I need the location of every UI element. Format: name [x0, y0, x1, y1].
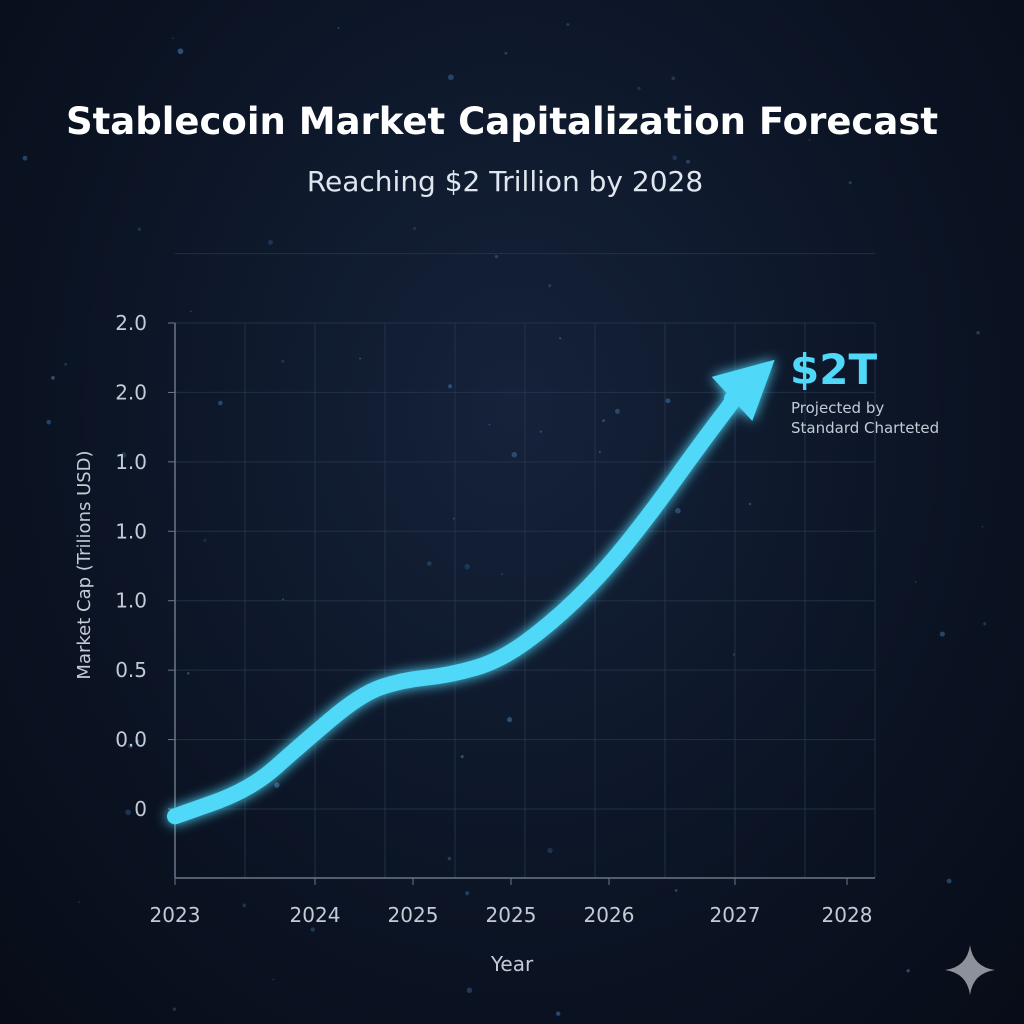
y-tick-label: 0.0 [115, 728, 147, 752]
star [46, 419, 52, 425]
x-tick-label: 2025 [486, 903, 537, 927]
star [504, 51, 508, 55]
star [135, 739, 140, 744]
star [555, 1011, 561, 1016]
star [566, 23, 570, 27]
star [448, 384, 453, 389]
y-tick-label: 2.0 [115, 380, 147, 404]
star [674, 889, 678, 892]
x-tick-label: 2028 [822, 903, 873, 927]
star [137, 227, 142, 232]
star [598, 450, 601, 453]
star [447, 856, 452, 861]
x-tick-label: 2026 [584, 903, 635, 927]
star [51, 376, 55, 380]
star [559, 337, 562, 340]
star [614, 408, 620, 414]
star [281, 359, 285, 363]
star [808, 138, 811, 142]
y-tick-label: 1.0 [115, 519, 147, 543]
star [281, 598, 285, 601]
star [637, 86, 641, 91]
y-tick-label: 0 [134, 797, 147, 821]
star [127, 743, 133, 749]
star [548, 284, 552, 288]
star [507, 717, 513, 723]
star [427, 561, 432, 566]
x-axis-label: Year [490, 952, 534, 976]
star [686, 159, 691, 164]
series-line [167, 386, 745, 825]
star [748, 502, 752, 506]
star [267, 239, 273, 245]
star [602, 419, 605, 423]
star [820, 420, 823, 423]
y-tick-label: 1.0 [115, 450, 147, 474]
star [976, 330, 980, 335]
star [460, 755, 464, 759]
annotation-line1: Projected by [791, 399, 884, 417]
star [218, 400, 223, 406]
x-tick-label: 2023 [150, 903, 201, 927]
y-tick-label: 0.5 [115, 658, 147, 682]
star [848, 181, 852, 185]
star [274, 782, 280, 788]
star [189, 310, 192, 313]
star [272, 978, 274, 981]
annotation-line2: Standard Charteted [791, 419, 939, 437]
star [125, 809, 131, 816]
star [78, 901, 80, 904]
star [120, 451, 127, 458]
star [672, 155, 677, 161]
star [906, 969, 910, 973]
star [547, 848, 553, 854]
star [511, 451, 518, 458]
star [981, 525, 984, 528]
chart-subtitle: Reaching $2 Trillion by 2028 [306, 165, 704, 198]
star [187, 672, 190, 675]
x-tick-label: 2027 [710, 903, 761, 927]
star [177, 48, 184, 55]
y-axis-label: Market Cap (Trilions USD) [74, 450, 95, 679]
star [488, 423, 491, 426]
star [539, 430, 542, 433]
star [310, 927, 315, 932]
star [242, 903, 247, 908]
x-tick-label: 2025 [388, 903, 439, 927]
sparkle-icon [945, 945, 995, 995]
star [501, 573, 504, 576]
star [665, 398, 671, 404]
star [22, 155, 28, 161]
star [983, 622, 987, 626]
x-tick-label: 2024 [290, 903, 341, 927]
background-stars [22, 23, 987, 1016]
star [337, 27, 340, 30]
chart-title: Stablecoin Market Capitalization Forecas… [65, 100, 939, 143]
annotation-value: $2T [790, 345, 877, 394]
arrow-head [711, 359, 775, 422]
star [671, 76, 676, 81]
star [939, 631, 945, 637]
star [172, 1007, 177, 1012]
y-tick-label: 1.0 [115, 589, 147, 613]
star [465, 891, 470, 896]
star [359, 357, 362, 360]
star [64, 362, 67, 366]
star [464, 563, 470, 570]
star [914, 581, 917, 584]
star [203, 538, 207, 542]
y-tick-label: 2.0 [115, 311, 147, 335]
star [412, 226, 417, 231]
star [452, 517, 455, 520]
star [494, 254, 499, 259]
star [171, 37, 174, 40]
grid [175, 253, 876, 879]
star [466, 987, 473, 994]
star [946, 878, 952, 884]
star [447, 74, 454, 81]
star [675, 508, 681, 514]
